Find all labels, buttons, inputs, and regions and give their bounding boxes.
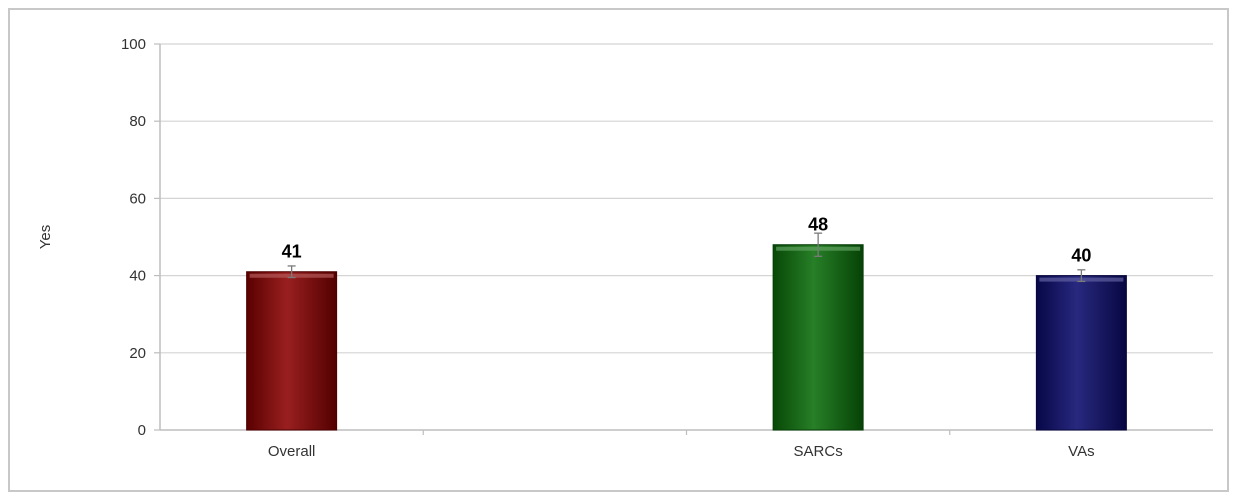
- y-tick-label-40: 40: [129, 268, 146, 285]
- y-tick-label-100: 100: [121, 36, 146, 53]
- data-label-sarcs: 48: [808, 215, 828, 235]
- data-label-vas: 40: [1071, 246, 1091, 266]
- y-tick-label-60: 60: [129, 190, 146, 207]
- bar-vas: [1035, 275, 1127, 431]
- bar-sarcs: [772, 244, 864, 431]
- x-tick-label-vas: VAs: [1068, 443, 1094, 460]
- y-axis-title: Yes: [37, 225, 54, 249]
- chart-frame: [8, 8, 1229, 492]
- data-label-overall: 41: [282, 242, 302, 262]
- x-tick-label-sarcs: SARCs: [794, 443, 843, 460]
- x-tick-label-overall: Overall: [268, 443, 316, 460]
- y-tick-label-80: 80: [129, 113, 146, 130]
- bar-overall: [246, 271, 338, 431]
- y-tick-label-0: 0: [138, 422, 146, 439]
- bars: [246, 232, 1127, 431]
- y-tick-label-20: 20: [129, 345, 146, 362]
- labels: 0 20 40 60 80 100 Overall 41 SARCs 48 VAs 40: [121, 36, 1095, 460]
